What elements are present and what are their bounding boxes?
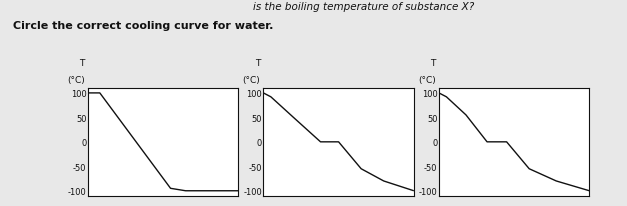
Text: (°C): (°C) xyxy=(67,76,85,84)
Text: (°C): (°C) xyxy=(243,76,260,84)
Text: (°C): (°C) xyxy=(418,76,436,84)
Text: T: T xyxy=(430,59,436,68)
Text: T: T xyxy=(255,59,260,68)
Text: is the boiling temperature of substance X?: is the boiling temperature of substance … xyxy=(253,2,474,12)
Text: T: T xyxy=(79,59,85,68)
Text: Circle the correct cooling curve for water.: Circle the correct cooling curve for wat… xyxy=(13,21,273,30)
